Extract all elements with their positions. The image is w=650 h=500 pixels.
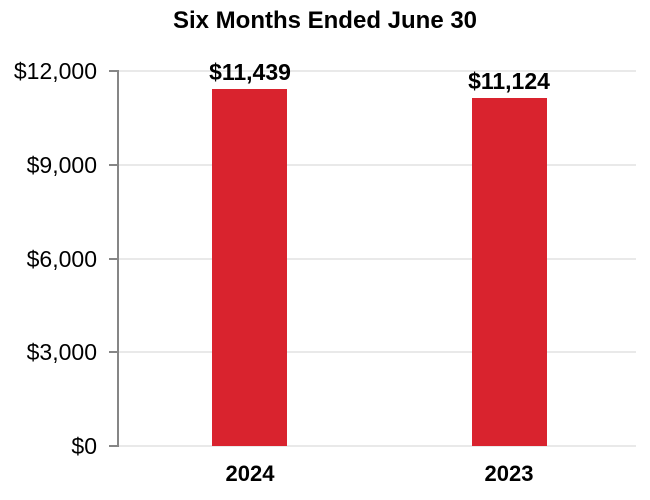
y-tick-label: $12,000 xyxy=(13,58,97,84)
y-tick-label: $9,000 xyxy=(26,152,97,178)
gridline xyxy=(117,70,636,72)
bar-2023 xyxy=(472,98,547,446)
y-tick-label: $0 xyxy=(71,433,97,459)
bar-2024 xyxy=(212,89,287,446)
gridline xyxy=(117,164,636,166)
y-axis-tick xyxy=(109,70,117,72)
y-tick-label: $3,000 xyxy=(26,339,97,365)
y-axis-line xyxy=(117,70,119,447)
chart-title: Six Months Ended June 30 xyxy=(172,7,478,34)
gridline xyxy=(117,258,636,260)
gridline xyxy=(117,445,636,447)
gridline xyxy=(117,351,636,353)
y-axis-tick xyxy=(109,351,117,353)
y-axis-tick xyxy=(109,258,117,260)
bar-value-label: $11,124 xyxy=(468,68,550,94)
y-axis-tick xyxy=(109,164,117,166)
y-tick-label: $6,000 xyxy=(26,246,97,272)
x-category-label: 2023 xyxy=(484,461,534,486)
y-axis-tick xyxy=(109,445,117,447)
x-category-label: 2024 xyxy=(225,461,275,486)
bar-value-label: $11,439 xyxy=(209,59,291,85)
